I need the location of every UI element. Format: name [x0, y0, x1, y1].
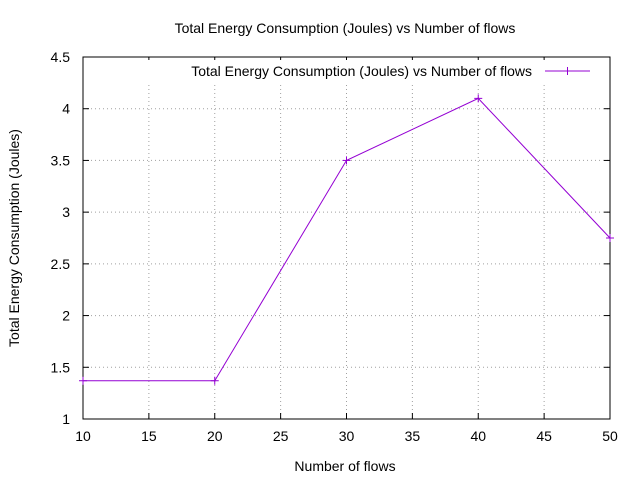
legend-label: Total Energy Consumption (Joules) vs Num…: [191, 63, 532, 79]
x-tick-label: 50: [602, 428, 618, 444]
y-tick-label: 1.5: [51, 359, 71, 375]
data-point-marker: [474, 94, 483, 103]
y-tick-labels: 1 1.5 2 2.5 3 3.5 4 4.5: [51, 49, 71, 427]
y-tick-label: 3.5: [51, 152, 71, 168]
y-axis-label: Total Energy Consumption (Joules): [6, 129, 22, 347]
x-tick-label: 20: [207, 428, 223, 444]
legend-background: [140, 60, 600, 84]
data-point-marker: [563, 67, 572, 75]
data-point-marker: [210, 376, 219, 385]
data-point-marker: [342, 156, 351, 165]
x-tick-label: 15: [141, 428, 157, 444]
legend: Total Energy Consumption (Joules) vs Num…: [140, 60, 600, 84]
x-tick-labels: 10 15 20 25 30 35 40 45 50: [75, 428, 618, 444]
x-axis-label: Number of flows: [294, 458, 395, 474]
y-tick-label: 4: [62, 101, 70, 117]
y-tick-label: 1: [62, 411, 70, 427]
y-tick-label: 4.5: [51, 49, 71, 65]
data-point-marker: [79, 376, 87, 385]
x-tick-label: 40: [470, 428, 486, 444]
x-tick-label: 10: [75, 428, 91, 444]
data-point-marker: [606, 234, 614, 242]
legend-marker: [563, 67, 572, 75]
x-tick-label: 30: [339, 428, 355, 444]
grid-lines: [83, 57, 610, 419]
x-tick-label: 25: [273, 428, 289, 444]
x-tick-label: 35: [405, 428, 421, 444]
series-layer: [79, 94, 614, 385]
y-tick-label: 2.5: [51, 256, 71, 272]
y-tick-label: 3: [62, 204, 70, 220]
y-tick-label: 2: [62, 308, 70, 324]
series-line: [83, 97, 611, 382]
chart-title: Total Energy Consumption (Joules) vs Num…: [175, 20, 516, 36]
x-tick-label: 45: [536, 428, 552, 444]
